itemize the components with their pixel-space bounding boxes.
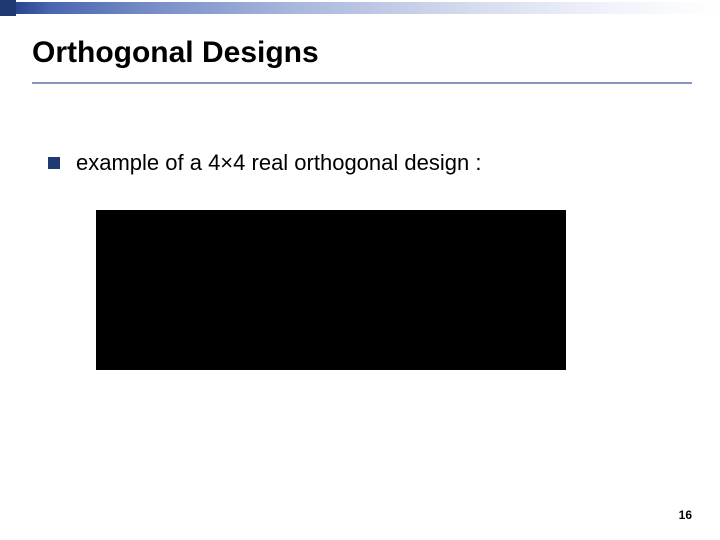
header-accent-square xyxy=(0,0,16,16)
bullet-text: example of a 4×4 real orthogonal design … xyxy=(76,150,481,176)
bullet-marker-icon xyxy=(48,157,60,169)
slide-title: Orthogonal Designs xyxy=(32,36,319,70)
page-number: 16 xyxy=(679,508,692,522)
content-placeholder-box xyxy=(96,210,566,370)
header-bar xyxy=(0,0,720,16)
title-underline xyxy=(32,82,692,84)
header-gradient xyxy=(16,2,720,14)
bullet-item: example of a 4×4 real orthogonal design … xyxy=(48,150,481,176)
